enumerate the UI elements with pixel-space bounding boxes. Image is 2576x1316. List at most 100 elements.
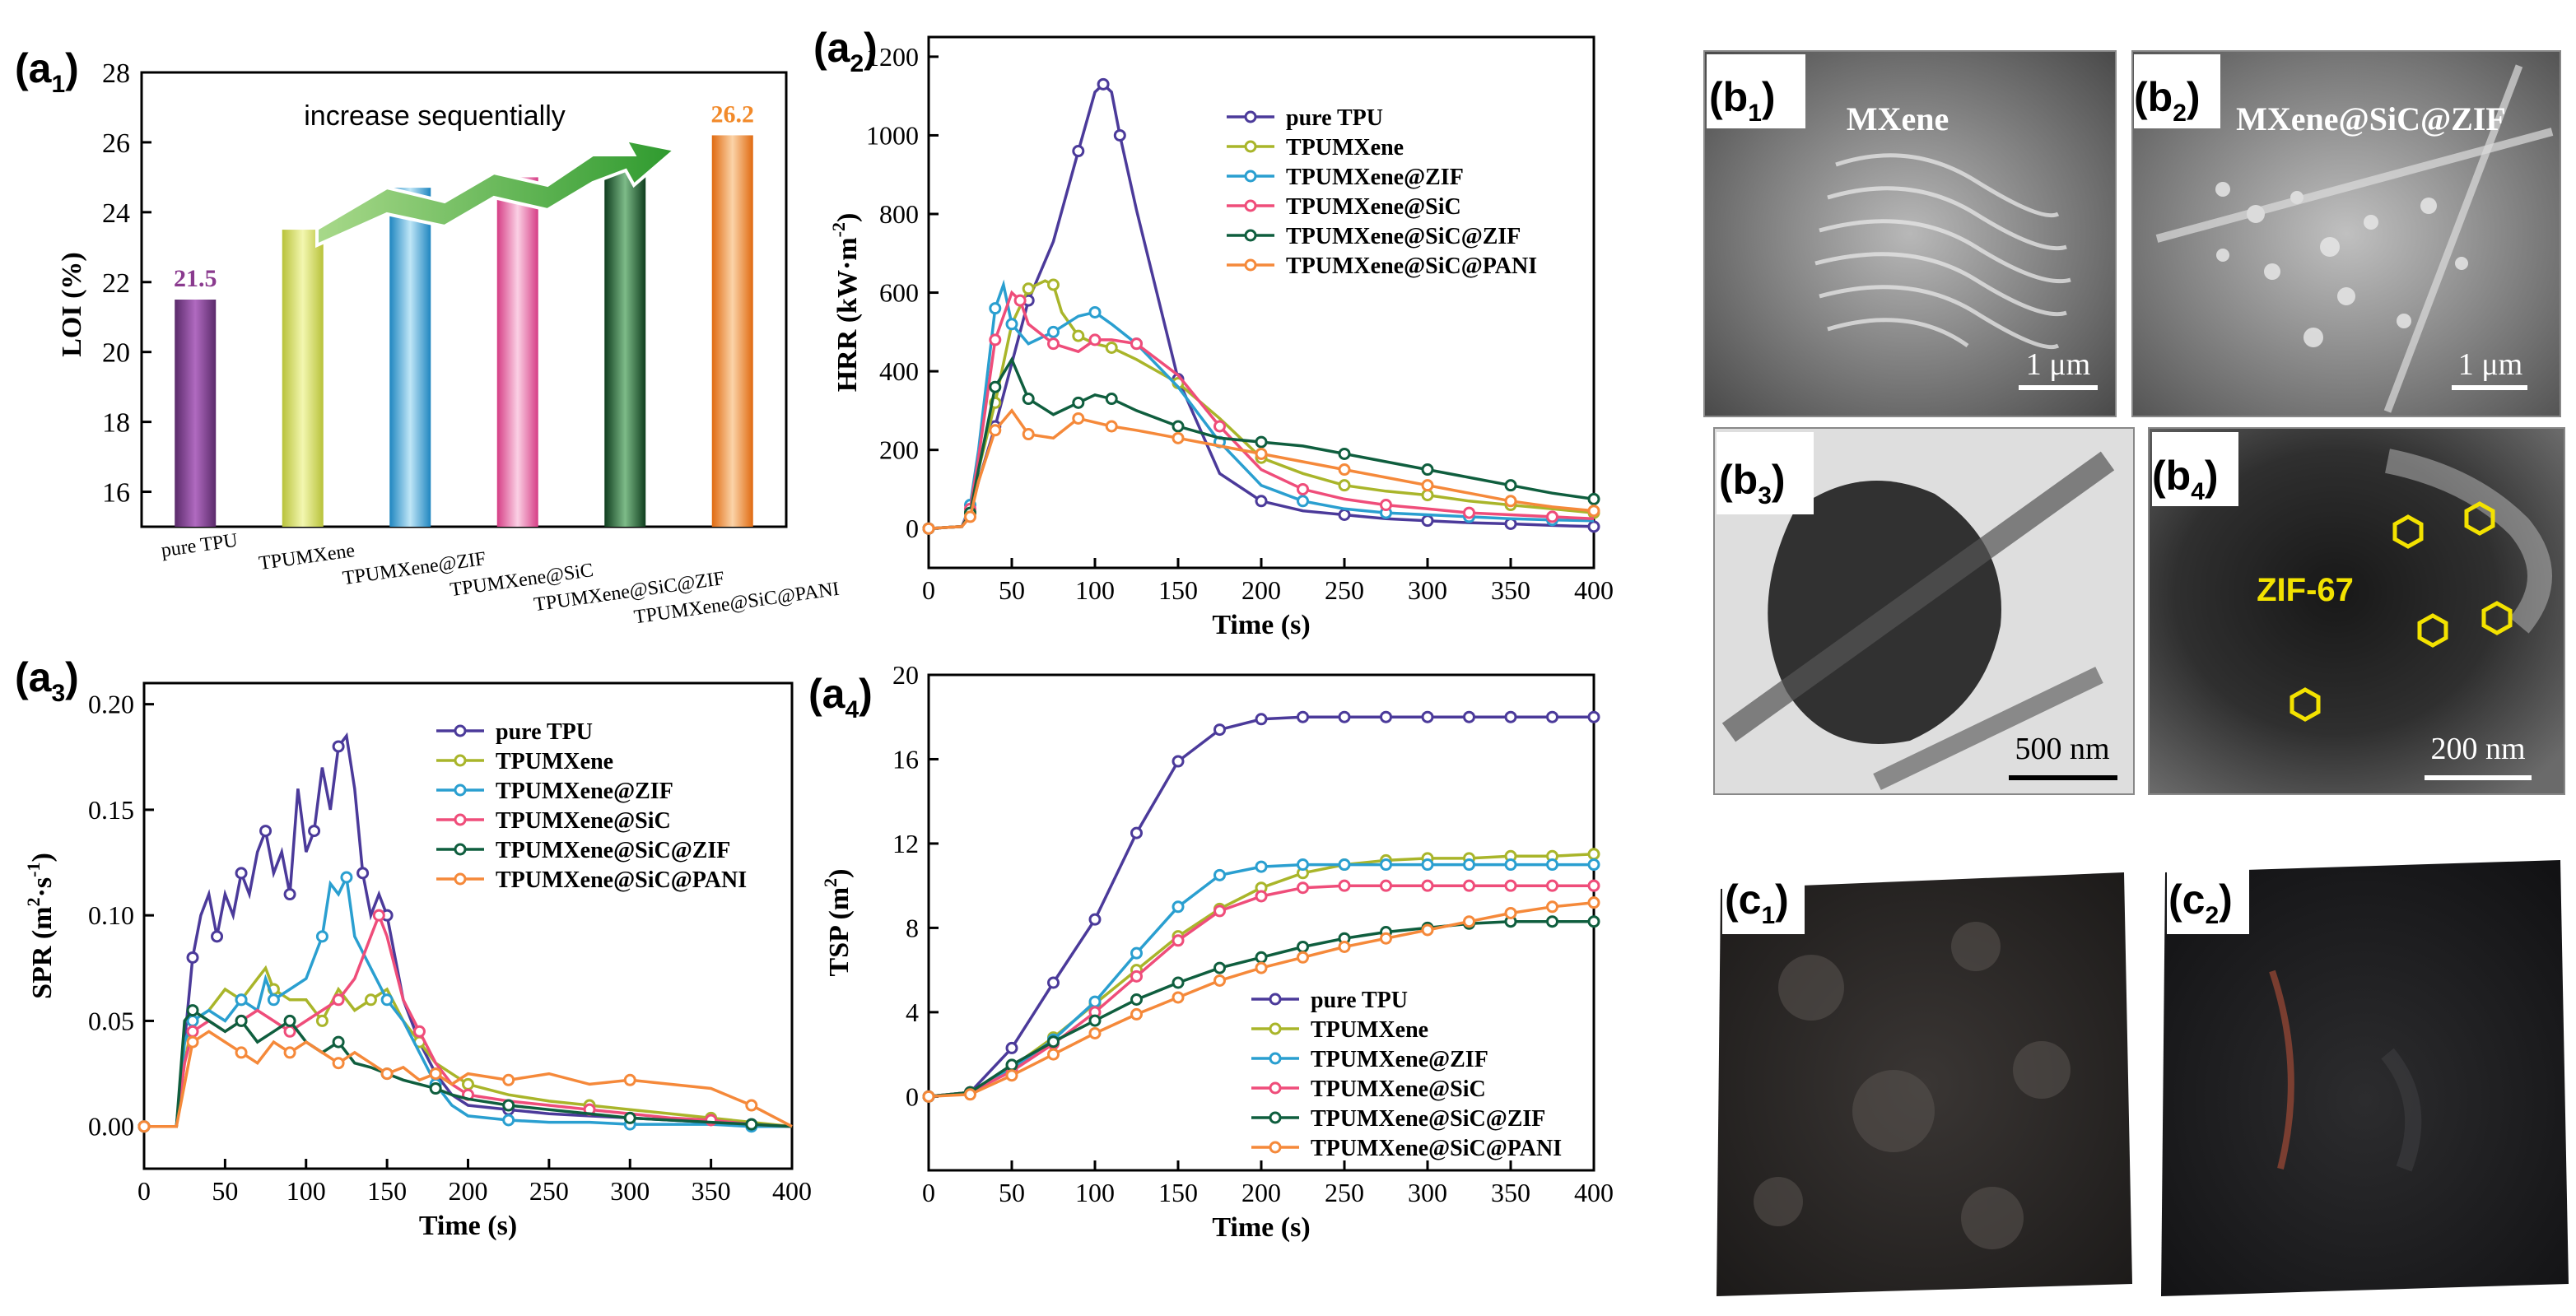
char-texture — [1754, 922, 2071, 1249]
data-point — [1047, 278, 1060, 291]
y-axis-label-main: HRR (kW·m — [832, 237, 863, 392]
series-line-sic — [928, 290, 1595, 530]
legend-marker — [454, 813, 467, 826]
data-point — [1421, 489, 1434, 502]
panel-a4: (a4) 0 50 100 150 200 250 300 350 400 0 4 8 12 16 20 Ti… — [808, 660, 1614, 1243]
data-point — [283, 1014, 296, 1027]
data-point — [1213, 961, 1226, 974]
data-point — [1213, 974, 1226, 987]
x-tick-label: 100 — [286, 1176, 326, 1206]
data-point — [332, 1057, 345, 1070]
data-point — [186, 1014, 199, 1027]
data-point — [1005, 318, 1018, 331]
data-point — [1072, 145, 1085, 158]
sem-layer-texture — [1814, 153, 2071, 350]
data-point — [1297, 710, 1309, 723]
y-axis-label-mid: ·s — [27, 877, 58, 898]
y-tick-label: 0.00 — [88, 1112, 134, 1142]
data-point — [137, 1120, 151, 1133]
data-point — [1546, 915, 1558, 928]
data-point — [1022, 393, 1035, 406]
legend-marker — [454, 784, 467, 797]
y-axis-label-main: SPR (m — [27, 906, 58, 998]
hexagon-marker — [2481, 601, 2513, 635]
data-point — [1130, 946, 1143, 960]
chart-a3: 0 50 100 150 200 250 300 350 400 0.00 0.05 0.10 0.15… — [23, 681, 812, 1241]
panel-a2: (a2) 0 50 100 150 200 250 300 350 400 0 200 400 600 8… — [813, 25, 1614, 640]
data-point — [1338, 710, 1351, 723]
chart-a1-axes: 16 18 20 22 24 26 28 — [102, 58, 788, 528]
data-point — [315, 1014, 328, 1027]
panel-b1-micrograph: (b1) MXene 1 μm — [1703, 50, 2117, 417]
data-point — [502, 1099, 515, 1112]
panel-label-a1: (a1) — [15, 45, 79, 98]
label-bg — [1717, 432, 1814, 514]
data-point — [989, 380, 1002, 393]
chart-a1-bars — [175, 135, 753, 527]
scale-label-b3: 500 nm — [2015, 732, 2109, 766]
panel-a1: (a1) 16 18 20 22 24 26 28 LOI (%) increase seq… — [15, 45, 841, 628]
legend-marker — [1269, 1022, 1282, 1035]
data-point — [1255, 495, 1268, 508]
data-point — [1088, 995, 1102, 1008]
data-point — [283, 888, 296, 901]
data-point — [1297, 881, 1309, 895]
data-point — [1380, 879, 1392, 892]
data-point — [1421, 710, 1434, 723]
data-point — [989, 424, 1002, 437]
legend-marker — [1244, 140, 1257, 153]
legend-label: pure TPU — [1286, 105, 1383, 131]
data-point — [1088, 1014, 1102, 1027]
data-point — [1255, 713, 1268, 726]
data-point — [380, 993, 394, 1007]
x-tick-label: 200 — [1241, 575, 1281, 605]
y-axis-label-sup: 2 — [23, 897, 44, 906]
y-axis-label-sup: 2 — [820, 878, 841, 887]
x-tick-label: 0 — [922, 575, 935, 605]
micrograph-title-b1: MXene — [1847, 100, 1949, 137]
panel-c1-photo: (c1) — [1717, 856, 2132, 1296]
chart-a1-category-labels: pure TPU TPUMXeneTPUMXene@ZIFTPUMXene@SiC… — [160, 530, 841, 629]
y-tick-label: 200 — [879, 435, 919, 465]
panel-label-b1: (b1) — [1709, 74, 1776, 127]
legend-label: TPUMXene@ZIF — [1286, 165, 1464, 190]
data-point — [1587, 492, 1600, 505]
scale-bar-b3 — [2009, 775, 2117, 780]
data-point — [1297, 940, 1309, 953]
data-point — [1213, 904, 1226, 918]
panel-label-c2: (c2) — [2168, 877, 2233, 929]
data-point — [1338, 858, 1351, 872]
series-line-pani — [928, 408, 1595, 530]
data-point — [1130, 1007, 1143, 1021]
label-bg — [2134, 54, 2220, 128]
label-bg — [2167, 856, 2249, 934]
x-tick-label: 0 — [137, 1176, 151, 1206]
x-tick-label: 250 — [1325, 1178, 1364, 1207]
legend-marker — [1244, 110, 1257, 123]
label-bg — [1722, 856, 1805, 934]
scale-label-b1: 1 μm — [2026, 347, 2090, 382]
series-line-siczif — [928, 919, 1594, 1099]
legend-label: TPUMXene@ZIF — [1311, 1047, 1488, 1072]
data-point — [1005, 1041, 1018, 1054]
data-point — [356, 867, 370, 880]
data-point — [267, 993, 280, 1007]
x-axis-label: Time (s) — [419, 1211, 517, 1241]
data-point — [1213, 868, 1226, 881]
data-point — [211, 930, 224, 943]
x-tick-label: 250 — [1325, 575, 1364, 605]
data-point — [1338, 509, 1351, 521]
legend-label: TPUMXene — [1286, 135, 1404, 160]
data-point — [1172, 934, 1185, 947]
chart-a1-value-labels: 21.5 26.2 — [174, 100, 754, 292]
series-line-pure — [144, 732, 793, 1128]
data-point — [1088, 333, 1102, 346]
data-point — [1172, 976, 1185, 989]
chart-a1-annotation: increase sequentially — [304, 100, 566, 132]
data-point — [235, 867, 248, 880]
data-point — [1105, 393, 1118, 406]
panel-c2-photo: (c2) — [2161, 856, 2569, 1296]
data-point — [922, 522, 935, 535]
bar-5 — [711, 135, 753, 527]
data-point — [1013, 294, 1027, 307]
